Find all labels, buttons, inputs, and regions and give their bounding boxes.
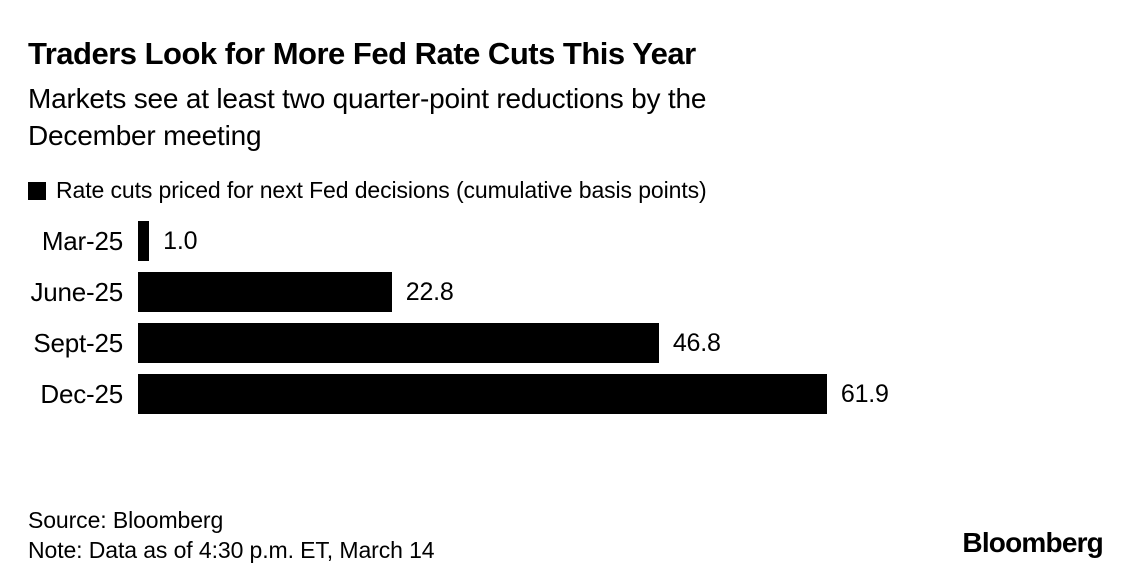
chart-rows: Mar-25 1.0 June-25 22.8 Sept-25 46.8 Dec-25 61.…: [28, 221, 1118, 414]
category-label: Mar-25: [41, 225, 123, 256]
bar: [138, 374, 827, 414]
bar: [138, 272, 392, 312]
category-label: June-25: [30, 276, 123, 307]
bar: [138, 323, 659, 363]
value-label: 46.8: [672, 328, 721, 357]
source-text: Source: Bloomberg: [28, 507, 224, 533]
chart-row: Sept-25 46.8: [28, 323, 1118, 363]
value-label: 22.8: [405, 277, 454, 306]
value-label: 61.9: [840, 379, 889, 408]
category-label: Sept-25: [33, 327, 123, 358]
category-label: Dec-25: [40, 378, 123, 409]
note-text: Note: Data as of 4:30 p.m. ET, March 14: [28, 537, 435, 563]
value-label: 1.0: [163, 226, 198, 255]
legend-label: Rate cuts priced for next Fed decisions …: [56, 177, 707, 203]
chart-row: Dec-25 61.9: [28, 374, 1118, 414]
bar: [138, 221, 150, 261]
footer: Source: Bloomberg Note: Data as of 4:30 …: [28, 505, 435, 565]
legend-swatch-icon: [28, 181, 46, 200]
bar-chart: Mar-25 1.0 June-25 22.8 Sept-25 46.8 Dec-25 61.…: [28, 221, 1118, 414]
chart-row: Mar-25 1.0: [28, 221, 1118, 261]
chart-title: Traders Look for More Fed Rate Cuts This…: [28, 36, 696, 71]
chart-row: June-25 22.8: [28, 272, 1118, 312]
bloomberg-logo: Bloomberg: [962, 527, 1103, 558]
chart-subtitle: Markets see at least two quarter-point r…: [28, 83, 707, 151]
legend: Rate cuts priced for next Fed decisions …: [28, 177, 707, 204]
